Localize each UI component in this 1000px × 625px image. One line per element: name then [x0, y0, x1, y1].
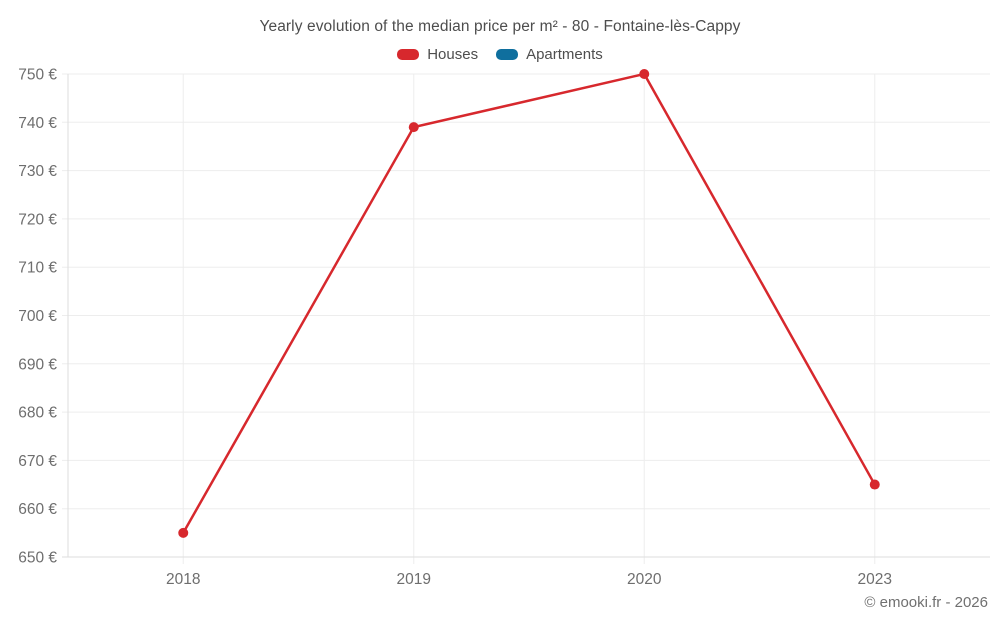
x-tick-label-2023: 2023	[858, 571, 892, 588]
houses-series-swatch	[397, 49, 420, 60]
y-tick-label-710: 710 €	[18, 260, 57, 277]
data-point-houses-2020[interactable]	[639, 69, 650, 79]
x-tick-label-2018: 2018	[166, 571, 200, 588]
data-point-houses-2023[interactable]	[869, 479, 880, 490]
data-point-houses-2018[interactable]	[178, 527, 189, 538]
chart-legend: Houses Apartments	[0, 46, 1000, 63]
y-tick-label-660: 660 €	[18, 501, 57, 518]
apartments-series-swatch	[496, 49, 519, 60]
y-tick-label-680: 680 €	[18, 405, 57, 422]
legend-item-apartments[interactable]: Apartments	[496, 46, 603, 63]
y-tick-label-700: 700 €	[18, 308, 57, 325]
y-tick-label-740: 740 €	[18, 115, 57, 132]
x-tick-label-2019: 2019	[397, 571, 431, 588]
y-tick-label-750: 750 €	[18, 67, 57, 84]
y-tick-label-730: 730 €	[18, 163, 57, 180]
y-tick-label-720: 720 €	[18, 211, 57, 228]
series-line-houses	[182, 72, 876, 535]
x-tick-label-2020: 2020	[627, 571, 662, 588]
legend-item-houses[interactable]: Houses	[397, 46, 478, 63]
chart-title: Yearly evolution of the median price per…	[259, 18, 741, 35]
y-tick-label-690: 690 €	[18, 356, 57, 373]
data-point-houses-2019[interactable]	[408, 122, 419, 133]
y-tick-label-670: 670 €	[18, 453, 57, 470]
y-tick-label-650: 650 €	[18, 550, 57, 567]
copyright-watermark: © emooki.fr - 2026	[864, 594, 988, 611]
legend-label-houses: Houses	[427, 46, 479, 63]
legend-label-apartments: Apartments	[526, 46, 603, 63]
